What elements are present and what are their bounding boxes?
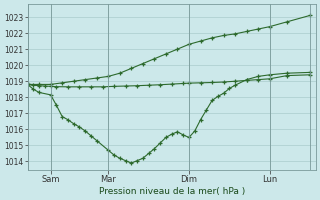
X-axis label: Pression niveau de la mer( hPa ): Pression niveau de la mer( hPa )	[99, 187, 245, 196]
